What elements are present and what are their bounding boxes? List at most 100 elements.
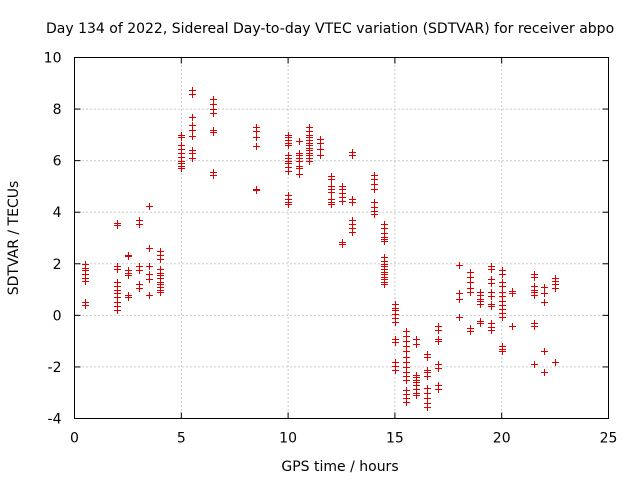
data-point [467,328,474,335]
data-point [435,386,442,393]
data-point [381,281,388,288]
y-tick-label: 0 [53,308,62,324]
data-point [499,314,506,321]
data-point [296,171,303,178]
y-axis-label: SDTVAR / TECUs [6,181,22,296]
x-tick-label: 20 [493,431,511,447]
data-point [317,140,324,147]
data-point [157,289,164,296]
data-point [253,187,260,194]
data-point [210,129,217,136]
data-point [146,292,153,299]
data-point [285,168,292,175]
data-point [306,158,313,165]
data-point [349,152,356,159]
data-point [296,138,303,145]
plot-frame [74,57,609,419]
data-point [488,280,495,287]
data-point [424,354,431,361]
data-point [456,296,463,303]
y-tick-label: 4 [53,205,62,221]
data-point [136,285,143,292]
data-point [253,143,260,150]
data-point [392,319,399,326]
data-point [456,262,463,269]
data-point [339,198,346,205]
data-point [509,290,516,297]
y-tick-label: 6 [53,154,62,170]
data-point [328,201,335,208]
data-point [125,253,132,260]
data-point [381,238,388,245]
x-tick-label: 10 [279,431,297,447]
data-point [488,293,495,300]
data-point [189,155,196,162]
data-point [477,301,484,308]
data-point [488,327,495,334]
data-point [285,142,292,149]
data-point [317,146,324,153]
data-point [253,134,260,141]
data-point [328,176,335,183]
data-point [541,348,548,355]
data-point [499,271,506,278]
data-point [189,114,196,121]
data-point [178,134,185,141]
data-point [403,377,410,384]
data-point [488,266,495,273]
data-point [114,266,121,273]
data-point [541,284,548,291]
data-point [210,172,217,179]
data-point [477,320,484,327]
data-point [146,245,153,252]
data-point [189,127,196,134]
y-tick-label: -4 [48,412,62,428]
data-point [467,279,474,286]
data-point [339,241,346,248]
data-point [371,211,378,218]
y-tick-label: 10 [44,51,62,67]
data-point [435,338,442,345]
data-point [392,367,399,374]
y-tick-label: -2 [48,360,62,376]
data-point [531,361,538,368]
data-point [392,339,399,346]
data-point [531,274,538,281]
data-point [349,229,356,236]
data-point [403,399,410,406]
data-point [146,263,153,270]
data-point [456,314,463,321]
x-tick-label: 5 [177,431,186,447]
data-point [552,359,559,366]
data-point [499,348,506,355]
data-point [435,365,442,372]
grid-lines [74,57,609,419]
data-point [541,369,548,376]
x-axis-label: GPS time / hours [281,459,398,475]
data-point [296,165,303,172]
data-point [253,128,260,135]
data-point [136,221,143,228]
data-point [488,303,495,310]
data-point [114,222,121,229]
data-point [189,91,196,98]
data-point [509,323,516,330]
data-point [413,341,420,348]
data-point [125,272,132,279]
data-point [125,294,132,301]
data-point [435,327,442,334]
data-point [413,392,420,399]
tick-labels: 0 5 10 15 20 25 -4 -2 0 2 4 6 8 10 [44,51,618,447]
data-point [541,290,548,297]
data-point [146,276,153,283]
data-point [114,307,121,314]
data-point [424,404,431,411]
data-point [552,285,559,292]
data-point [146,203,153,210]
data-point [424,373,431,380]
data-point [456,290,463,297]
y-tick-label: 8 [53,102,62,118]
x-tick-label: 15 [386,431,404,447]
data-point [317,152,324,159]
